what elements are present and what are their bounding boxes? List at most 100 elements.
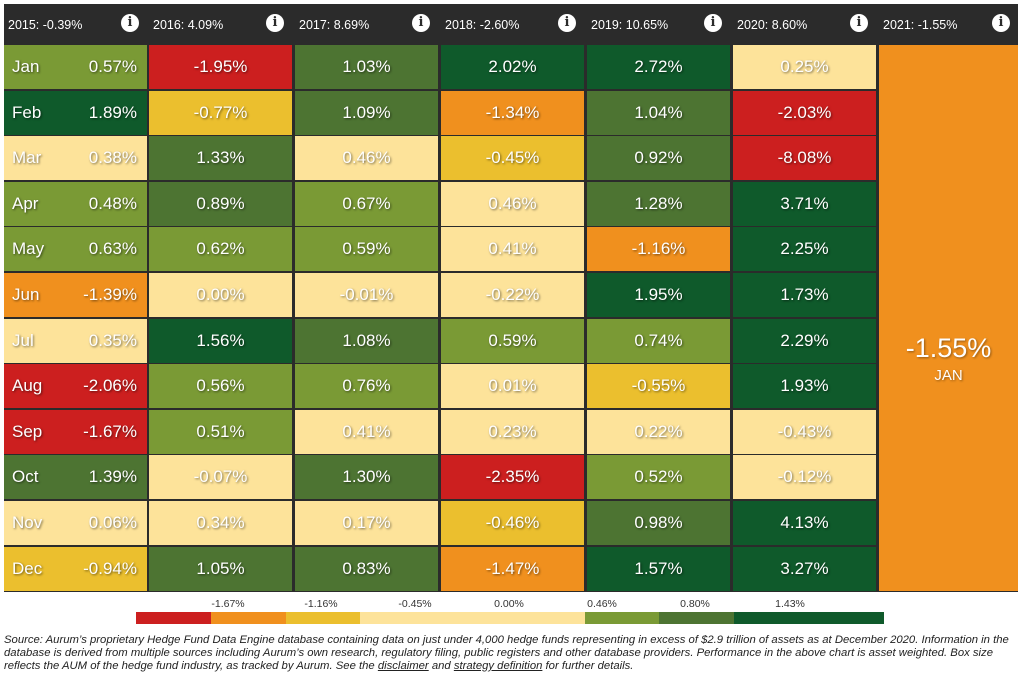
- source-tail: for further details.: [542, 660, 634, 672]
- legend-tick-label: -1.67%: [211, 598, 245, 610]
- cell-value: 0.06%: [88, 513, 137, 532]
- column-header-2020: 2020: 8.60% i: [733, 4, 876, 45]
- cell-value: 1.33%: [196, 148, 245, 168]
- heat-cell-2020-feb: -2.03%: [733, 90, 876, 135]
- heat-cell-2015-sep: Sep -1.67%: [4, 409, 147, 454]
- heat-cell-2020-mar: -8.08%: [733, 136, 876, 181]
- disclaimer-link[interactable]: disclaimer: [377, 660, 429, 672]
- heat-cell-2019-sep: 0.22%: [587, 409, 730, 454]
- cell-value: -0.94%: [83, 558, 137, 578]
- cell-value: 0.52%: [634, 467, 683, 487]
- heat-cell-2018-jun: -0.22%: [441, 273, 584, 317]
- info-icon[interactable]: i: [412, 14, 430, 32]
- heat-cell-2015-dec: Dec -0.94%: [4, 546, 147, 591]
- cell-value: 1.93%: [780, 376, 829, 396]
- month-label: Mar: [12, 148, 42, 168]
- cell-value: -0.77%: [193, 102, 248, 122]
- heat-cell-2015-feb: Feb 1.89%: [4, 90, 147, 135]
- heat-cell-2017-jan: 1.03%: [295, 45, 438, 89]
- heat-cell-2016-may: 0.62%: [149, 227, 292, 272]
- cell-value: 0.83%: [342, 558, 391, 578]
- source-and: and: [428, 660, 454, 672]
- cell-value: 1.56%: [196, 330, 245, 350]
- info-icon[interactable]: i: [121, 14, 139, 32]
- heat-cell-2016-sep: 0.51%: [149, 409, 292, 454]
- heat-cell-2016-feb: -0.77%: [149, 90, 292, 135]
- cell-value: -1.39%: [83, 285, 137, 304]
- cell-value: -1.47%: [485, 558, 540, 578]
- color-legend: -1.67% -1.16% -0.45% 0.00% 0.46% 0.80% 1.43%: [0, 594, 1024, 628]
- heat-cell-2017-mar: 0.46%: [295, 136, 438, 181]
- legend-swatch: [585, 612, 659, 624]
- heat-cell-2018-mar: -0.45%: [441, 136, 584, 181]
- heat-cell-2015-nov: Nov 0.06%: [4, 501, 147, 545]
- cell-value: 0.92%: [634, 148, 683, 168]
- info-icon[interactable]: i: [850, 14, 868, 32]
- cell-value: -0.45%: [485, 148, 540, 168]
- column-header-label: 2021: -1.55%: [883, 18, 958, 32]
- cell-value: 0.76%: [342, 376, 391, 396]
- heat-cell-2019-may: -1.16%: [587, 227, 730, 272]
- heat-cell-2015-jan: Jan 0.57%: [4, 45, 147, 89]
- heat-cell-2020-jan: 0.25%: [733, 45, 876, 89]
- cell-value: 1.28%: [634, 193, 683, 213]
- cell-value: -0.22%: [485, 285, 540, 304]
- info-icon[interactable]: i: [704, 14, 722, 32]
- cell-value: -0.07%: [193, 467, 248, 487]
- cell-value: -1.34%: [485, 102, 540, 122]
- info-icon[interactable]: i: [558, 14, 576, 32]
- heat-cell-2020-apr: 3.71%: [733, 181, 876, 226]
- info-icon[interactable]: i: [992, 14, 1010, 32]
- heat-cell-2019-jan: 2.72%: [587, 45, 730, 89]
- cell-value: 1.08%: [342, 330, 391, 350]
- cell-value: 0.74%: [634, 330, 683, 350]
- heat-cell-2019-nov: 0.98%: [587, 501, 730, 545]
- source-text: Source: Aurum’s proprietary Hedge Fund D…: [4, 634, 1009, 672]
- cell-value: 0.41%: [488, 239, 537, 259]
- month-label: Jul: [12, 330, 34, 350]
- legend-swatch: [734, 612, 884, 624]
- cell-value: -8.08%: [777, 148, 832, 168]
- heat-cell-2017-feb: 1.09%: [295, 90, 438, 135]
- cell-value: -2.35%: [485, 467, 540, 487]
- column-header-label: 2020: 8.60%: [737, 18, 808, 32]
- heat-cell-2019-feb: 1.04%: [587, 90, 730, 135]
- column-header-2021: 2021: -1.55% i: [879, 4, 1018, 45]
- heat-cell-2019-oct: 0.52%: [587, 455, 730, 500]
- month-label: Aug: [12, 376, 43, 396]
- cell-value: 0.98%: [634, 513, 683, 532]
- month-label: Oct: [12, 467, 39, 487]
- cell-value: 0.89%: [196, 193, 245, 213]
- cell-value: 2.72%: [634, 57, 683, 76]
- heat-cell-2017-jun: -0.01%: [295, 273, 438, 317]
- cell-value: 0.57%: [88, 57, 137, 76]
- info-icon[interactable]: i: [266, 14, 284, 32]
- cell-value: 2.25%: [780, 239, 829, 259]
- heat-cell-2017-sep: 0.41%: [295, 409, 438, 454]
- cell-value: 0.62%: [196, 239, 245, 259]
- heat-cell-2016-nov: 0.34%: [149, 501, 292, 545]
- legend-swatch: [659, 612, 734, 624]
- column-header-2015: 2015: -0.39% i: [4, 4, 147, 45]
- legend-tick-label: 0.80%: [680, 598, 710, 610]
- heat-cell-2017-dec: 0.83%: [295, 546, 438, 591]
- heat-cell-2018-may: 0.41%: [441, 227, 584, 272]
- legend-swatch: [286, 612, 360, 624]
- legend-tick-label: -0.45%: [398, 598, 432, 610]
- cell-value: -2.03%: [777, 102, 832, 122]
- heat-cell-2019-aug: -0.55%: [587, 364, 730, 409]
- column-header-2016: 2016: 4.09% i: [149, 4, 292, 45]
- heat-cell-2016-dec: 1.05%: [149, 546, 292, 591]
- cell-value: 0.23%: [488, 421, 537, 441]
- cell-value: 0.41%: [342, 421, 391, 441]
- heat-cell-2016-oct: -0.07%: [149, 455, 292, 500]
- month-label: Jan: [12, 57, 40, 76]
- strategy-definition-link[interactable]: strategy definition: [453, 660, 543, 672]
- heat-cell-2015-mar: Mar 0.38%: [4, 136, 147, 181]
- cell-value: 0.59%: [342, 239, 391, 259]
- heat-cell-2017-jul: 1.08%: [295, 318, 438, 363]
- cell-value: 0.17%: [342, 513, 391, 532]
- heat-cell-2016-aug: 0.56%: [149, 364, 292, 409]
- month-label: Dec: [12, 558, 43, 578]
- cell-value: 3.27%: [780, 558, 829, 578]
